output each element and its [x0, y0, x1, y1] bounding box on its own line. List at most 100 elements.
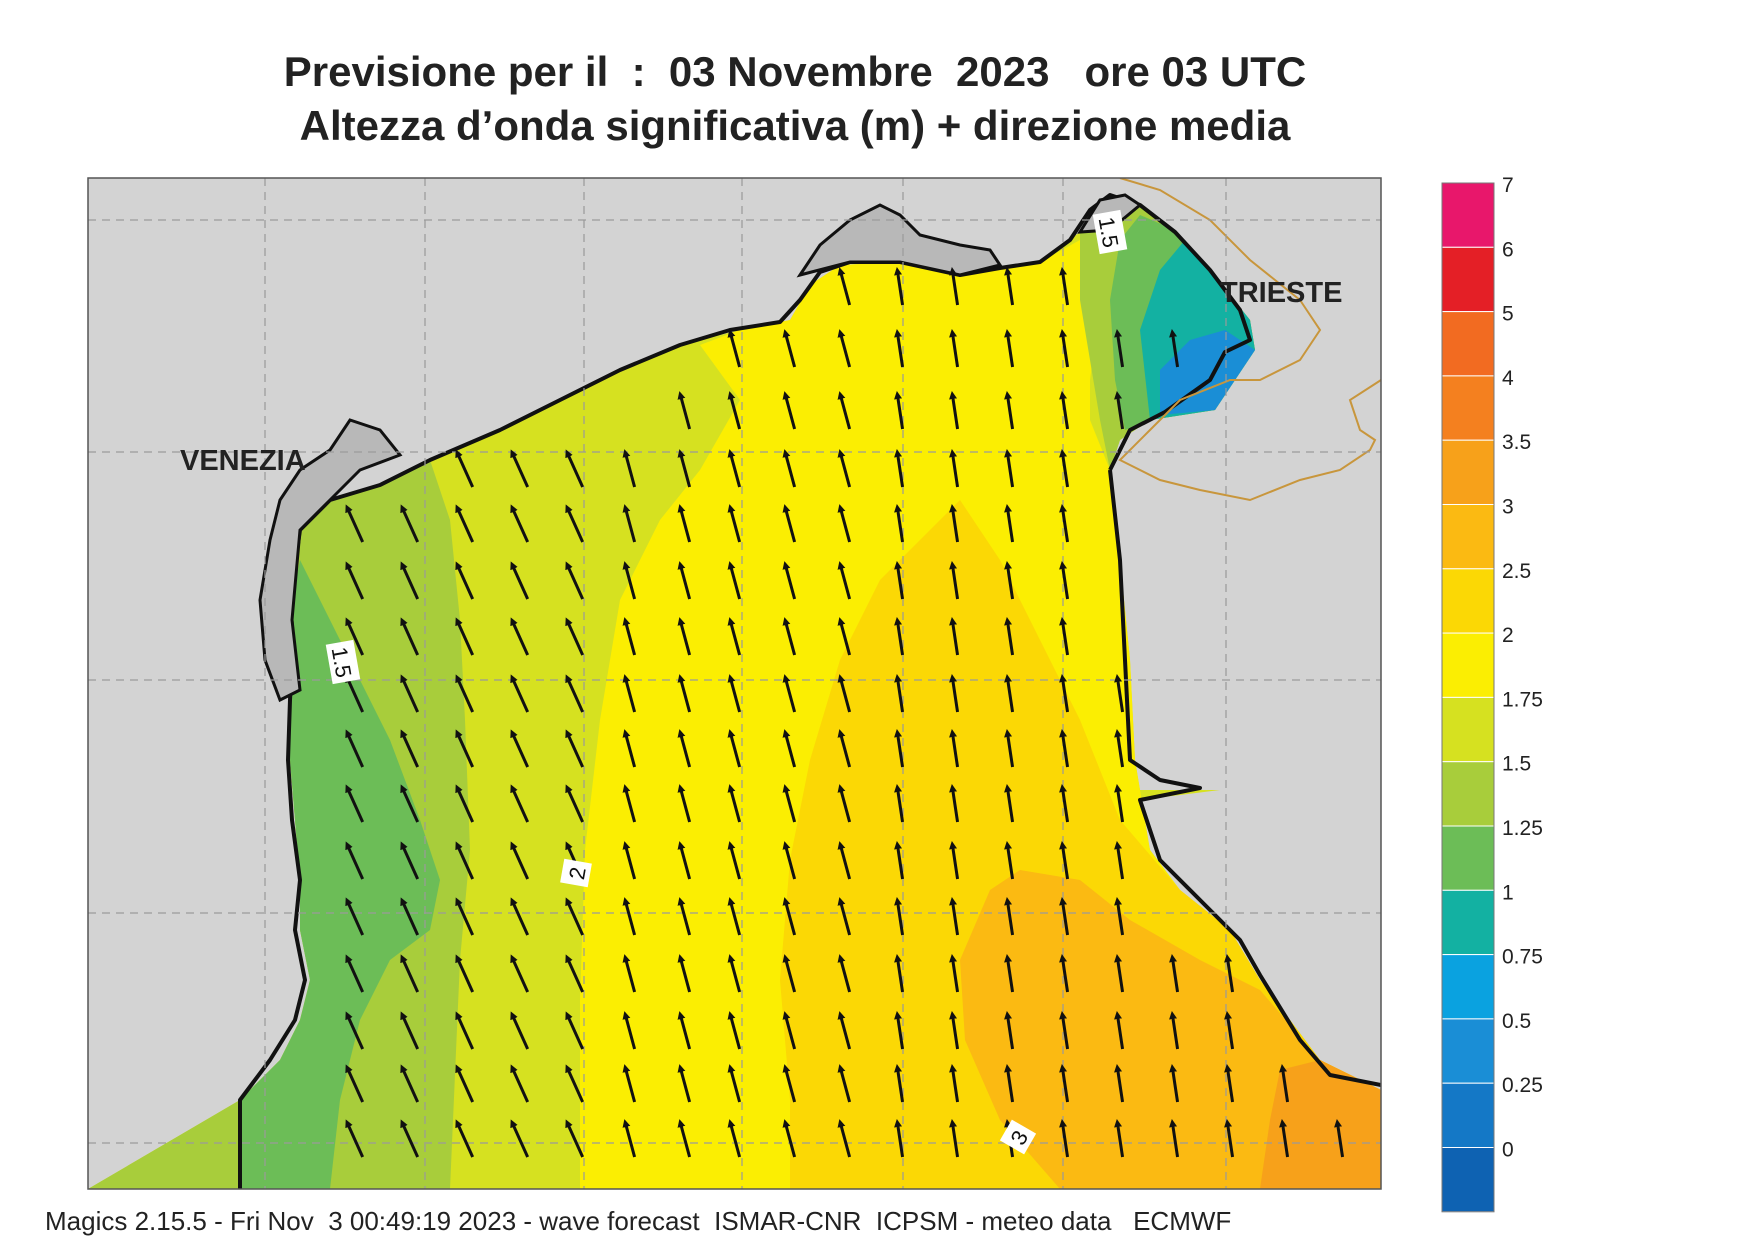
wave-direction-arrow [400, 1119, 420, 1158]
wave-direction-arrow [837, 1119, 852, 1158]
legend-swatch [1441, 568, 1495, 634]
wave-direction-arrow [782, 897, 797, 936]
wave-direction-arrow [622, 674, 637, 713]
wave-direction-arrow [1114, 391, 1125, 430]
wave-direction-arrow [949, 1011, 960, 1050]
wave-direction-arrow [727, 1011, 742, 1050]
wave-direction-arrow [510, 617, 530, 656]
wave-direction-arrow [727, 729, 742, 768]
legend-level-label: 7 [1502, 174, 1514, 197]
map-title: Previsione per il : 03 Novembre 2023 ore… [283, 48, 1307, 95]
wave-direction-arrow [894, 674, 905, 713]
wave-direction-arrow [1059, 1064, 1070, 1103]
wave-direction-arrow [1059, 391, 1070, 430]
contour-label-1-5-north: 1.5 [1094, 215, 1124, 249]
wave-direction-arrow [510, 561, 530, 600]
wave-direction-arrow [1114, 954, 1125, 993]
wave-direction-arrow [1059, 729, 1070, 768]
wave-direction-arrow [727, 329, 742, 368]
contour-label-2: 2 [564, 865, 591, 881]
wave-direction-arrow [1114, 329, 1125, 368]
wave-direction-arrow [1059, 267, 1070, 306]
wave-direction-arrow [1169, 1064, 1180, 1103]
wave-direction-arrow [455, 561, 475, 600]
legend-swatch [1441, 504, 1495, 570]
legend-swatch [1441, 1147, 1495, 1213]
wave-direction-arrow [949, 391, 960, 430]
city-label-trieste: TRIESTE [1220, 277, 1342, 309]
wave-direction-arrow [510, 504, 530, 543]
wave-direction-arrow [727, 841, 742, 880]
coastline [238, 193, 1252, 1189]
wave-direction-arrow [837, 674, 852, 713]
wave-direction-arrow [1004, 841, 1015, 880]
wave-direction-arrow [782, 674, 797, 713]
wave-direction-arrow [1059, 784, 1070, 823]
wave-direction-arrow [782, 504, 797, 543]
wave-direction-arrow [345, 504, 365, 543]
wave-direction-arrow [400, 897, 420, 936]
wave-direction-arrow [1004, 674, 1015, 713]
wave-direction-arrow [565, 561, 585, 600]
wave-direction-arrow [677, 1064, 692, 1103]
wave-direction-arrow [565, 674, 585, 713]
legend-level-label: 0.5 [1502, 1010, 1531, 1033]
wave-direction-arrow [1004, 561, 1015, 600]
wave-direction-arrow [345, 729, 365, 768]
map-subtitle: Altezza d’onda significativa (m) + direz… [299, 102, 1291, 149]
wave-direction-arrow [1059, 897, 1070, 936]
wave-direction-arrow [677, 391, 692, 430]
wave-direction-arrow [894, 954, 905, 993]
wave-direction-arrow [1059, 674, 1070, 713]
wave-direction-arrow [565, 617, 585, 656]
wave-direction-arrow [1169, 1011, 1180, 1050]
wave-direction-arrow [1059, 561, 1070, 600]
legend-swatch [1441, 761, 1495, 827]
wave-direction-arrow [949, 674, 960, 713]
wave-direction-arrow [345, 841, 365, 880]
wave-direction-arrow [727, 1064, 742, 1103]
legend-level-label: 1.25 [1502, 817, 1543, 840]
wave-direction-arrow [1059, 329, 1070, 368]
wave-direction-arrow [345, 1119, 365, 1158]
wave-direction-arrow [400, 561, 420, 600]
wave-direction-arrow [400, 617, 420, 656]
wave-direction-arrow [565, 1064, 585, 1103]
wave-direction-arrow [622, 954, 637, 993]
wave-direction-arrow [455, 954, 475, 993]
legend-swatch [1441, 1082, 1495, 1148]
wave-direction-arrow [510, 1011, 530, 1050]
wave-direction-arrow [400, 784, 420, 823]
contour-label-1-5-west: 1.5 [327, 645, 357, 679]
wave-direction-arrow [455, 617, 475, 656]
wave-direction-arrow [1004, 784, 1015, 823]
wave-direction-arrow [949, 729, 960, 768]
wave-direction-arrow [622, 1011, 637, 1050]
wave-direction-arrow [727, 954, 742, 993]
wave-direction-arrow [677, 449, 692, 488]
wave-direction-arrow [837, 954, 852, 993]
wave-direction-arrow [400, 841, 420, 880]
wave-direction-arrow [565, 729, 585, 768]
legend-level-label: 0.25 [1502, 1074, 1543, 1097]
band-3-5 [1260, 1060, 1381, 1189]
wave-direction-arrow [455, 1064, 475, 1103]
legend-swatch [1441, 696, 1495, 763]
wave-direction-arrow [677, 897, 692, 936]
wave-direction-arrow [782, 729, 797, 768]
wave-direction-arrow [894, 267, 905, 306]
wave-direction-arrow [837, 267, 852, 306]
band-1-5 [88, 460, 470, 1189]
wave-direction-arrow [949, 449, 960, 488]
wave-direction-arrow [677, 504, 692, 543]
wave-direction-arrow [455, 1011, 475, 1050]
wave-direction-arrow [345, 617, 365, 656]
legend-level-label: 4 [1502, 367, 1514, 390]
wave-direction-arrow [565, 1119, 585, 1158]
wave-direction-arrow [949, 1064, 960, 1103]
wave-direction-arrow [782, 561, 797, 600]
wave-direction-arrow [894, 1064, 905, 1103]
wave-direction-arrow [894, 784, 905, 823]
wave-direction-arrow [677, 617, 692, 656]
wave-direction-arrow [894, 1119, 905, 1158]
